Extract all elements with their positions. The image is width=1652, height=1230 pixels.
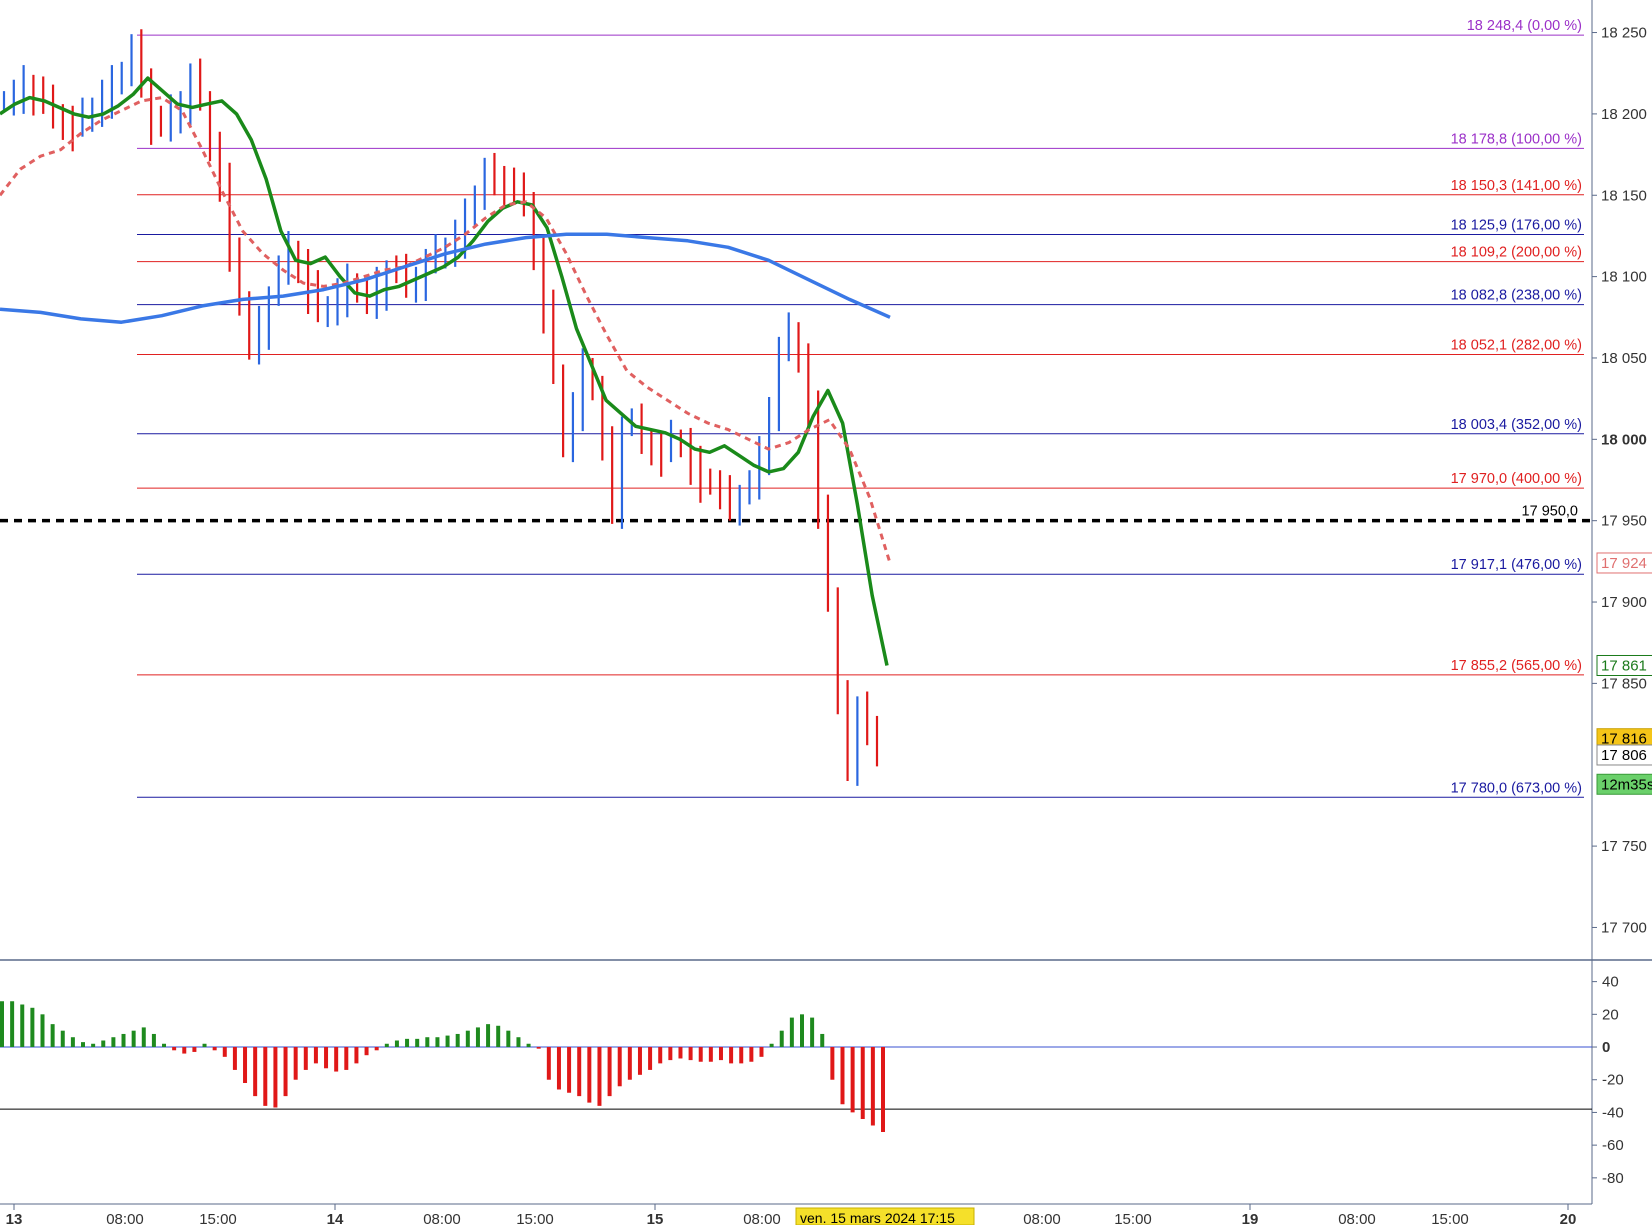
fib-level-label: 17 855,2 (565,00 %) <box>1451 658 1582 674</box>
fib-level-label: 18 052,1 (282,00 %) <box>1451 338 1582 354</box>
price-tick-label: 17 900 <box>1601 594 1647 611</box>
price-tick-label: 18 150 <box>1601 187 1647 204</box>
fast-moving-average-line <box>0 76 889 666</box>
osc-tick-label: 40 <box>1602 974 1619 991</box>
dashed-moving-average-line <box>0 96 892 564</box>
time-tick-label: 08:00 <box>106 1211 144 1225</box>
time-tick-label: 19 <box>1242 1211 1259 1225</box>
time-tick-label: 15:00 <box>199 1211 237 1225</box>
axis-value-marker-label: 17 861 <box>1601 657 1647 674</box>
time-tick-label: 15:00 <box>1114 1211 1152 1225</box>
fib-level-label: 18 248,4 (0,00 %) <box>1467 18 1582 34</box>
price-tick-label: 17 750 <box>1601 838 1647 855</box>
osc-tick-label: -60 <box>1602 1137 1624 1154</box>
fib-level-label: 18 003,4 (352,00 %) <box>1451 417 1582 433</box>
osc-tick-label: -40 <box>1602 1104 1624 1121</box>
osc-tick-label: -20 <box>1602 1072 1624 1089</box>
fib-level-label: 17 917,1 (476,00 %) <box>1451 557 1582 573</box>
dashed-level-label: 17 950,0 <box>1522 504 1578 520</box>
axis-value-marker <box>1596 773 1652 795</box>
osc-tick-label: -80 <box>1602 1170 1624 1187</box>
axis-value-marker-label: 17 806 <box>1601 747 1647 764</box>
price-tick-label: 18 000 <box>1601 431 1647 448</box>
time-tick-label: 08:00 <box>1023 1211 1061 1225</box>
time-tick-label: 08:00 <box>1338 1211 1376 1225</box>
fib-level-label: 18 150,3 (141,00 %) <box>1451 178 1582 194</box>
time-tick-label: 08:00 <box>743 1211 781 1225</box>
axis-value-marker <box>1596 744 1652 766</box>
price-tick-label: 18 250 <box>1601 25 1647 42</box>
time-tick-label: 08:00 <box>423 1211 461 1225</box>
price-tick-label: 17 850 <box>1601 675 1647 692</box>
fib-level-label: 18 125,9 (176,00 %) <box>1451 217 1582 233</box>
fib-level-label: 18 178,8 (100,00 %) <box>1451 131 1582 147</box>
fib-level-label: 18 082,8 (238,00 %) <box>1451 288 1582 304</box>
slow-moving-average-line <box>0 232 891 324</box>
time-tick-label: 15:00 <box>1431 1211 1469 1225</box>
osc-tick-label: 20 <box>1602 1006 1619 1023</box>
time-tick-label: 14 <box>327 1211 344 1225</box>
fib-level-label: 17 970,0 (400,00 %) <box>1451 471 1582 487</box>
price-tick-label: 17 700 <box>1601 919 1647 936</box>
osc-tick-label: 0 <box>1602 1039 1610 1056</box>
cursor-date-label: ven. 15 mars 2024 17:15 <box>800 1210 955 1225</box>
fib-level-label: 17 780,0 (673,00 %) <box>1451 780 1582 796</box>
axis-value-marker-label: 12m35s <box>1601 776 1652 793</box>
axis-value-marker <box>1596 654 1652 676</box>
time-tick-label: 15 <box>647 1211 664 1225</box>
price-tick-label: 18 050 <box>1601 350 1647 367</box>
axis-value-marker <box>1596 552 1652 574</box>
axis-value-marker-label: 17 816 <box>1601 731 1647 748</box>
time-tick-label: 15:00 <box>516 1211 554 1225</box>
price-tick-label: 18 100 <box>1601 269 1647 286</box>
price-tick-label: 18 200 <box>1601 106 1647 123</box>
axis-value-marker-label: 17 924 <box>1601 555 1647 572</box>
price-tick-label: 17 950 <box>1601 513 1647 530</box>
time-tick-label: 13 <box>6 1211 23 1225</box>
time-tick-label: 20 <box>1560 1211 1577 1225</box>
fib-level-label: 18 109,2 (200,00 %) <box>1451 245 1582 261</box>
